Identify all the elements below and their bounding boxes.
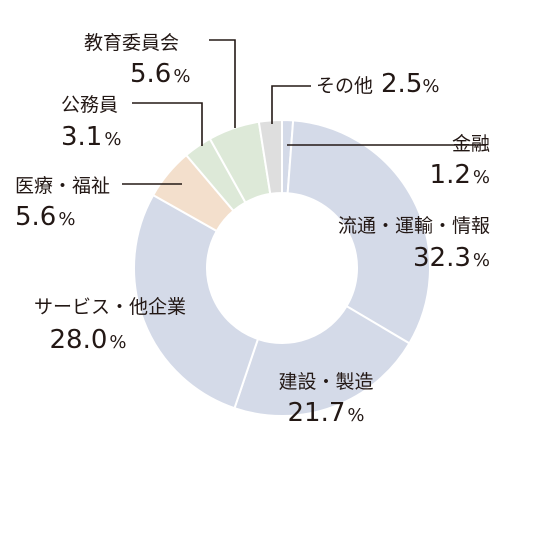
- slice-name-label-4: 医療・福祉: [15, 175, 110, 197]
- slice-3: [133, 193, 260, 410]
- slice-value-label-6: 5.6%: [130, 59, 190, 89]
- slice-value-label-0: 1.2%: [430, 160, 490, 190]
- slice-value-label-5: 3.1%: [61, 122, 121, 152]
- slice-label-7: その他 2.5%: [316, 69, 439, 99]
- slice-value-label-3: 28.0%: [50, 325, 127, 355]
- leader-lines: [122, 39, 486, 185]
- slice-2: [233, 304, 411, 417]
- slice-name-label-3: サービス・他企業: [34, 296, 186, 318]
- slice-value-label-2: 21.7%: [288, 398, 365, 428]
- slice-value-label-4: 5.6%: [15, 202, 75, 232]
- slice-name-label-0: 金融: [452, 133, 490, 155]
- slice-name-label-6: 教育委員会: [84, 32, 179, 54]
- slice-7: [257, 118, 283, 196]
- slice-labels: 金融 1.2 % 流通・運輸・情報 32.3 % 建設・製造 21.7 % サービス・他企業 28.…: [15, 32, 490, 428]
- slice-name-label-2: 建設・製造: [278, 371, 373, 393]
- slice-name-label-5: 公務員: [61, 94, 118, 116]
- leader-line-5: [132, 102, 203, 146]
- slice-1: [286, 119, 431, 345]
- leader-line-7: [271, 85, 311, 124]
- slice-name-label-1: 流通・運輸・情報: [338, 215, 490, 237]
- leader-line-6: [209, 39, 236, 128]
- donut-slices: [133, 118, 431, 417]
- slice-value-label-1: 32.3%: [413, 243, 490, 273]
